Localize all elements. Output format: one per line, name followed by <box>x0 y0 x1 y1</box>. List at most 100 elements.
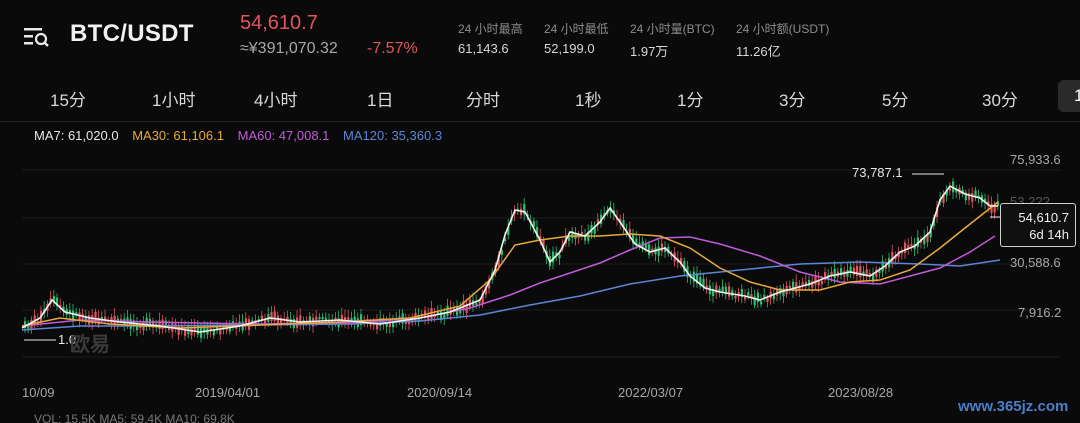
x-axis-label: 2020/09/14 <box>407 385 473 400</box>
candle-body <box>744 296 747 300</box>
candle-body <box>753 296 756 306</box>
tab-5min[interactable]: 5分 <box>882 91 909 110</box>
tab-4h[interactable]: 4小时 <box>254 91 298 110</box>
stat-value: 61,143.6 <box>458 41 509 56</box>
candle-body <box>612 210 615 214</box>
list-search-icon[interactable] <box>24 26 50 48</box>
tab-1s[interactable]: 1秒 <box>575 91 602 110</box>
candle-body <box>993 204 996 213</box>
ma120-label: MA120: 35,360.3 <box>343 128 443 143</box>
candle-body <box>75 312 78 315</box>
last-price: 54,610.7 <box>240 12 318 34</box>
candle-body <box>878 270 881 273</box>
candle-body <box>312 317 315 327</box>
candle-body <box>856 265 859 276</box>
candle-body <box>670 254 673 257</box>
tab-1h[interactable]: 1小时 <box>152 91 196 110</box>
candle-body <box>696 273 699 284</box>
candle-body <box>948 187 951 191</box>
candle-body <box>699 277 702 286</box>
candle-body <box>318 317 321 320</box>
candle-body <box>104 316 107 321</box>
ma60-label: MA60: 47,008.1 <box>237 128 330 143</box>
candle-body <box>264 319 267 324</box>
candle-body <box>593 226 596 234</box>
candle-body <box>62 306 65 312</box>
candle-body <box>523 203 526 215</box>
candle-body <box>984 198 987 203</box>
candle-body <box>299 315 302 325</box>
candle-body <box>52 296 55 303</box>
stat-label: 24 小时额(USDT) <box>736 22 830 36</box>
tab-1min[interactable]: 1分 <box>677 91 704 110</box>
candle-body <box>193 326 196 332</box>
candle-body <box>804 281 807 287</box>
stat-label: 24 小时最低 <box>544 22 609 36</box>
tooltip-price: 54,610.7 <box>1018 210 1069 225</box>
x-axis-label: 10/09 <box>22 385 55 400</box>
tab-1d[interactable]: 1日 <box>367 91 394 110</box>
candle-body <box>987 201 990 206</box>
candle-body <box>78 312 81 321</box>
candle-body <box>324 317 327 321</box>
okx-watermark: 欧易 <box>70 328 110 357</box>
candle-body <box>833 268 836 279</box>
candle-body <box>875 269 878 277</box>
candle-body <box>840 268 843 276</box>
tab-15m[interactable]: 15分 <box>50 91 86 110</box>
candle-body <box>977 195 980 198</box>
candle-body <box>884 265 887 269</box>
candle-body <box>907 245 910 248</box>
candle-body <box>766 297 769 302</box>
candle-body <box>484 286 487 295</box>
stat-value: 11.26亿 <box>736 44 781 59</box>
candle-body <box>692 271 695 282</box>
candle-body <box>251 320 254 323</box>
tab-time-sharing[interactable]: 分时 <box>466 91 500 110</box>
tab-30min[interactable]: 30分 <box>982 91 1018 110</box>
stat-value: 52,199.0 <box>544 41 595 56</box>
candle-body <box>555 252 558 256</box>
candle-body <box>174 323 177 330</box>
candle-body <box>865 269 868 277</box>
x-axis-label: 2023/08/28 <box>828 385 894 400</box>
candle-body <box>276 315 279 325</box>
candle-body <box>660 243 663 252</box>
candle-body <box>446 305 449 317</box>
candle-body <box>747 292 750 296</box>
candle-body <box>212 329 215 336</box>
candlestick-chart[interactable] <box>0 150 1080 380</box>
candle-body <box>632 234 635 244</box>
ma-legend: MA7: 61,020.0 MA30: 61,106.1 MA60: 47,00… <box>34 128 452 143</box>
candle-body <box>580 231 583 234</box>
x-axis-label: 2022/03/07 <box>618 385 684 400</box>
ma30-line <box>21 201 999 329</box>
candle-body <box>280 317 283 324</box>
candle-body <box>152 320 155 328</box>
stat-24h-low: 24 小时最低 52,199.0 <box>544 20 609 56</box>
candle-body <box>705 285 708 289</box>
price-tooltip: 54,610.7 6d 14h <box>1000 203 1076 247</box>
candle-body <box>923 236 926 245</box>
candle-body <box>113 315 116 325</box>
stat-24h-turnover: 24 小时额(USDT) 11.26亿 <box>736 20 829 60</box>
ticker-header: BTC/USDT 54,610.7 ≈¥391,070.32 -7.57% 24… <box>0 0 1080 72</box>
candle-body <box>609 208 612 213</box>
candle-body <box>196 325 199 335</box>
watermark-text: 欧易 <box>70 334 110 356</box>
candle-body <box>964 192 967 201</box>
site-watermark: www.365jz.com <box>958 398 1069 415</box>
y-axis-label: 75,933.6 <box>1010 152 1061 167</box>
low-price-label: 1.0 <box>58 332 77 347</box>
tab-active-interval[interactable]: 1 <box>1058 80 1080 112</box>
candle-body <box>801 282 804 285</box>
candle-body <box>315 316 318 320</box>
trading-pair[interactable]: BTC/USDT <box>70 20 194 47</box>
candle-body <box>353 316 356 324</box>
candle-body <box>820 280 823 285</box>
candle-body <box>712 288 715 296</box>
candle-body <box>782 288 785 297</box>
tab-3min[interactable]: 3分 <box>779 91 806 110</box>
candle-body <box>468 299 471 307</box>
candle-body <box>568 236 571 241</box>
